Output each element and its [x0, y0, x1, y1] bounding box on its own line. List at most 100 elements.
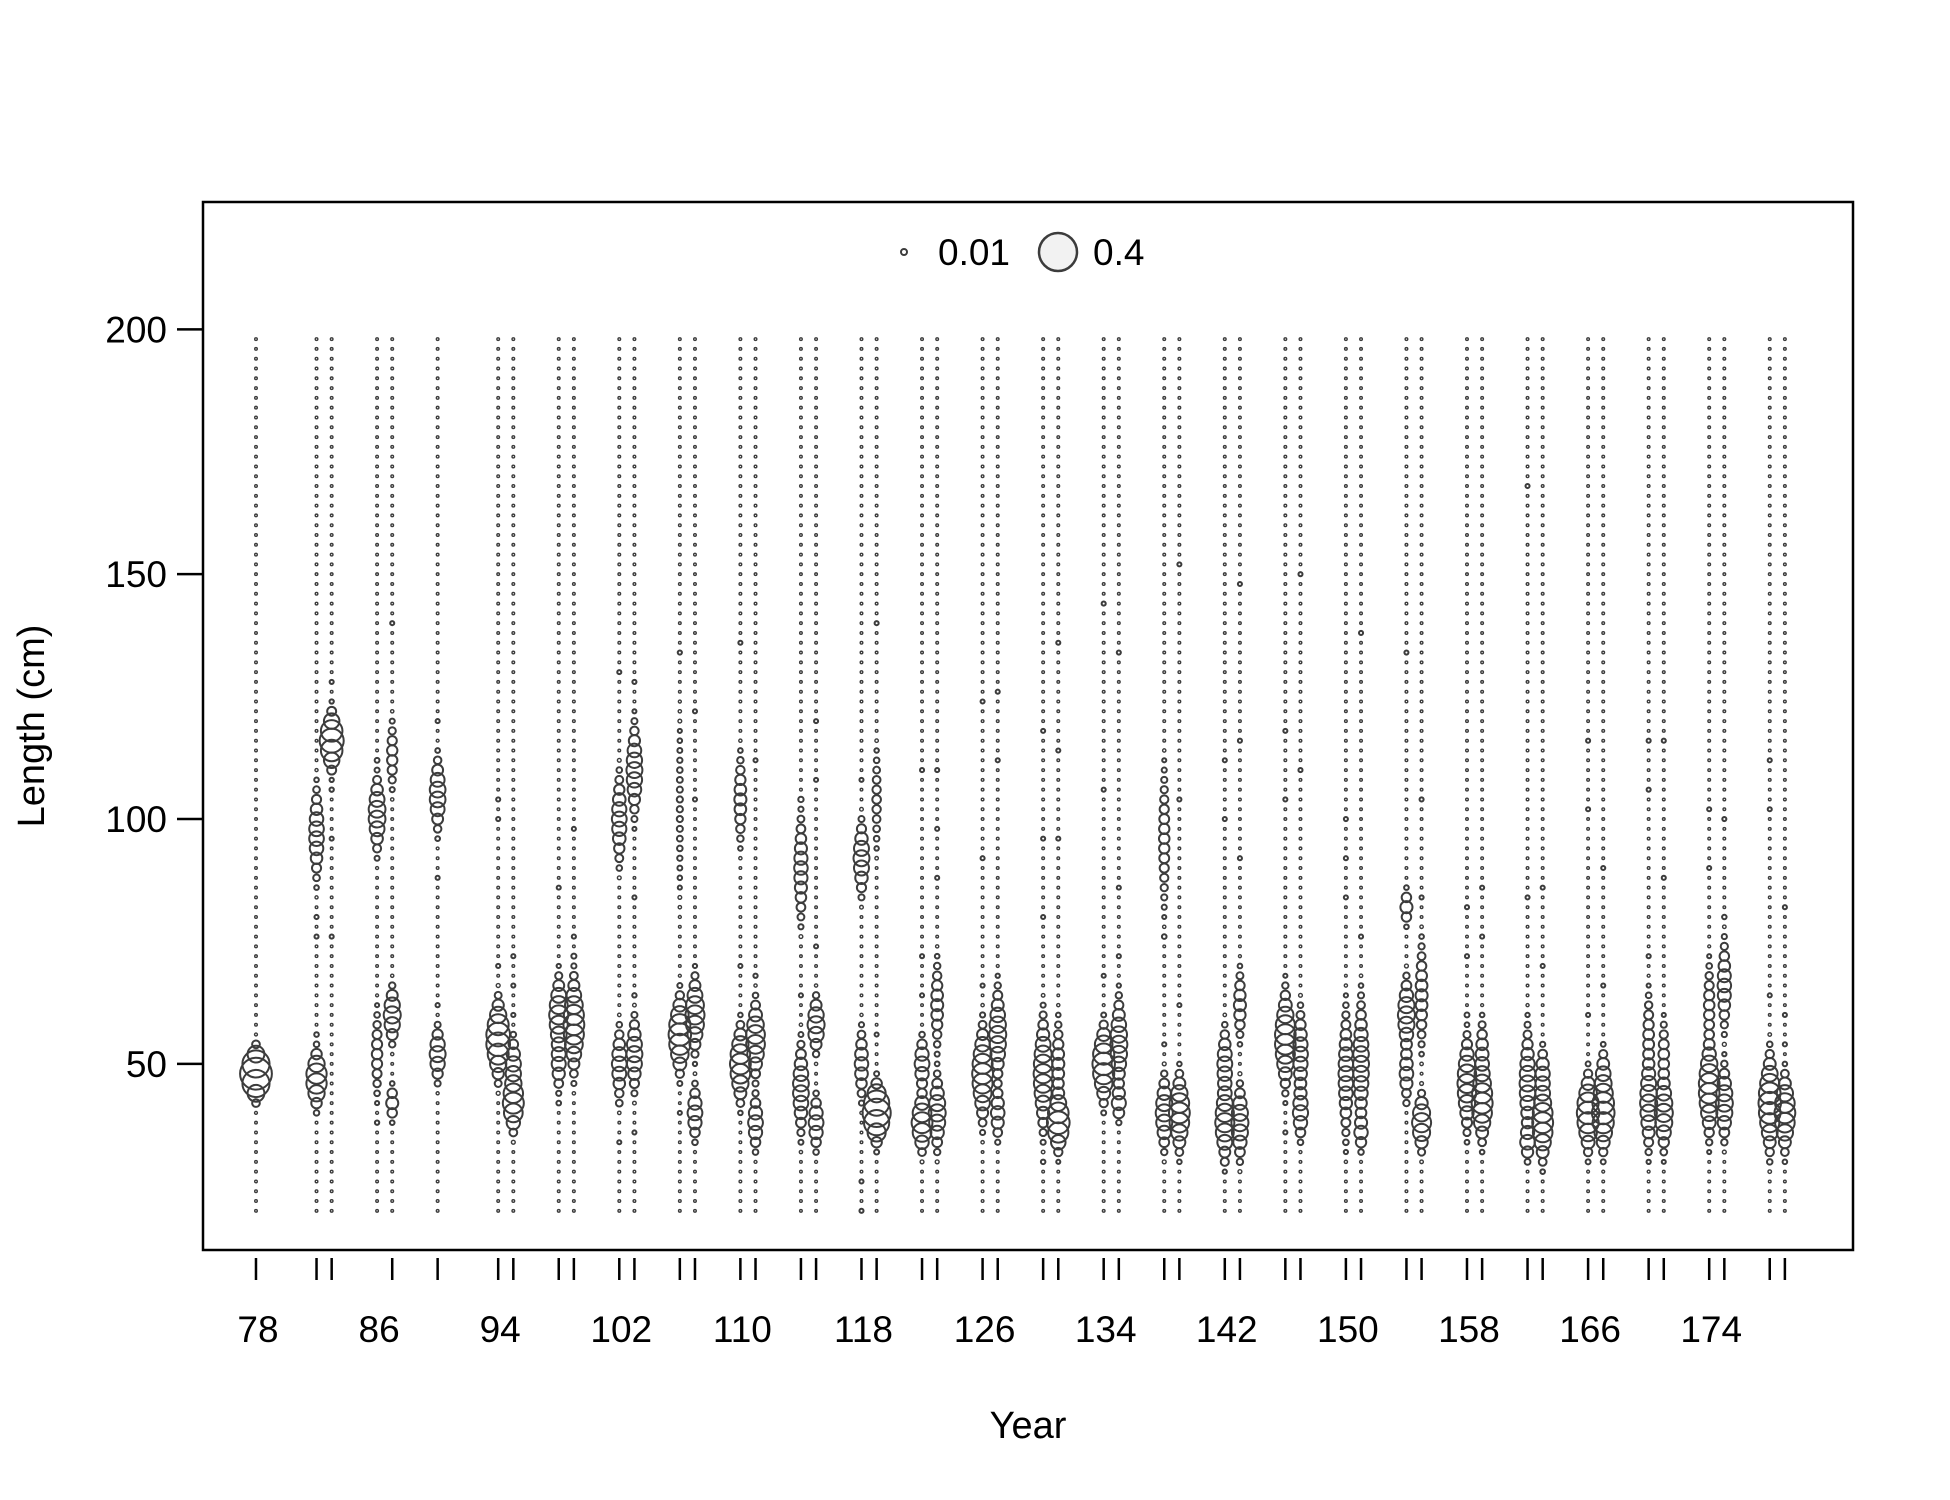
bubble-point: [873, 620, 880, 627]
bubble-point: [1177, 689, 1182, 694]
bubble-point: [1041, 670, 1046, 675]
bubble-point: [253, 1179, 258, 1184]
bubble-point: [1419, 395, 1424, 400]
bubble-point: [1162, 346, 1167, 351]
bubble-point: [920, 493, 925, 498]
bubble-point: [1101, 924, 1106, 929]
bubble-point: [253, 768, 258, 773]
bubble-point: [1782, 924, 1787, 929]
bubble-point: [1767, 444, 1772, 449]
bubble-point: [1298, 415, 1303, 420]
bubble-point: [1216, 1085, 1233, 1102]
bubble-point: [874, 513, 879, 518]
bubble-point: [692, 337, 697, 342]
bubble-point: [1404, 337, 1409, 342]
bubble-point: [995, 542, 1000, 547]
bubble-point: [995, 817, 1000, 822]
bubble-point: [312, 873, 321, 883]
bubble-point: [1707, 552, 1712, 557]
bubble-point: [677, 904, 683, 910]
bubble-point: [435, 1169, 440, 1174]
bubble-point: [1230, 1123, 1249, 1142]
bubble-point: [511, 591, 516, 596]
bubble-point: [571, 728, 576, 733]
bubble-point: [689, 1087, 701, 1100]
bubble-point: [1707, 562, 1712, 567]
bubble-point: [1222, 503, 1227, 508]
bubble-point: [1162, 728, 1167, 733]
bubble-point: [677, 356, 682, 361]
bubble-point: [931, 970, 943, 982]
bubble-point: [253, 817, 258, 822]
bubble-point: [1464, 611, 1469, 616]
bubble-point: [677, 1159, 682, 1164]
bubble-point: [1464, 699, 1469, 704]
bubble-point: [677, 513, 682, 518]
bubble-point: [1237, 640, 1242, 645]
bubble-point: [1767, 826, 1772, 831]
bubble-point: [329, 356, 334, 361]
bubble-point: [980, 719, 985, 724]
bubble-point: [1297, 992, 1304, 998]
bubble-point: [1222, 552, 1227, 557]
bubble-point: [1177, 386, 1182, 391]
bubble-point: [632, 650, 637, 655]
bubble-point: [617, 885, 622, 890]
bubble-point: [375, 376, 380, 381]
bubble-point: [435, 1130, 440, 1135]
bubble-point: [1480, 738, 1485, 743]
bubble-point: [1221, 1168, 1228, 1175]
bubble-point: [1540, 435, 1545, 440]
bubble-point: [935, 1208, 940, 1213]
bubble-point: [1661, 395, 1666, 400]
bubble-point: [511, 503, 516, 508]
bubble-point: [511, 552, 516, 557]
bubble-point: [370, 831, 384, 846]
bubble-point: [329, 591, 334, 596]
bubble-point: [874, 993, 879, 998]
bubble-point: [1162, 650, 1167, 655]
bubble-point: [692, 405, 697, 410]
bubble-point: [511, 679, 516, 684]
bubble-point: [748, 1007, 763, 1023]
bubble-point: [1053, 1146, 1064, 1158]
bubble-point: [253, 699, 258, 704]
bubble-point: [1782, 395, 1787, 400]
bubble-point: [1767, 983, 1772, 988]
year-column: [1518, 337, 1537, 1213]
bubble-point: [677, 484, 682, 489]
bubble-point: [496, 719, 501, 724]
bubble-point: [374, 1110, 380, 1116]
bubble-point: [980, 386, 985, 391]
bubble-point: [738, 866, 743, 871]
bubble-point: [253, 895, 258, 900]
bubble-point: [874, 405, 879, 410]
bubble-point: [737, 639, 744, 646]
bubble-point: [1601, 1012, 1606, 1017]
bubble-point: [1722, 513, 1727, 518]
bubble-point: [1419, 464, 1424, 469]
bubble-point: [1162, 699, 1167, 704]
bubble-point: [1161, 913, 1168, 921]
year-column: [728, 337, 752, 1213]
bubble-point: [496, 395, 501, 400]
bubble-point: [1661, 1208, 1666, 1213]
bubble-point: [1343, 797, 1348, 802]
bubble-point: [1646, 591, 1651, 596]
bubble-point: [1399, 1076, 1414, 1091]
bubble-point: [496, 973, 501, 978]
bubble-point: [988, 1024, 1008, 1045]
bubble-point: [390, 1208, 395, 1213]
bubble-point: [511, 719, 516, 724]
bubble-point: [1419, 807, 1424, 812]
bubble-point: [1474, 1046, 1490, 1062]
bubble-point: [1404, 630, 1409, 635]
bubble-point: [1703, 1018, 1716, 1031]
bubble-point: [753, 611, 758, 616]
year-column: [501, 337, 525, 1213]
bubble-point: [556, 846, 561, 851]
bubble-point: [556, 435, 561, 440]
bubble-point: [1707, 405, 1712, 410]
bubble-point: [995, 934, 1000, 939]
bubble-point: [874, 611, 879, 616]
